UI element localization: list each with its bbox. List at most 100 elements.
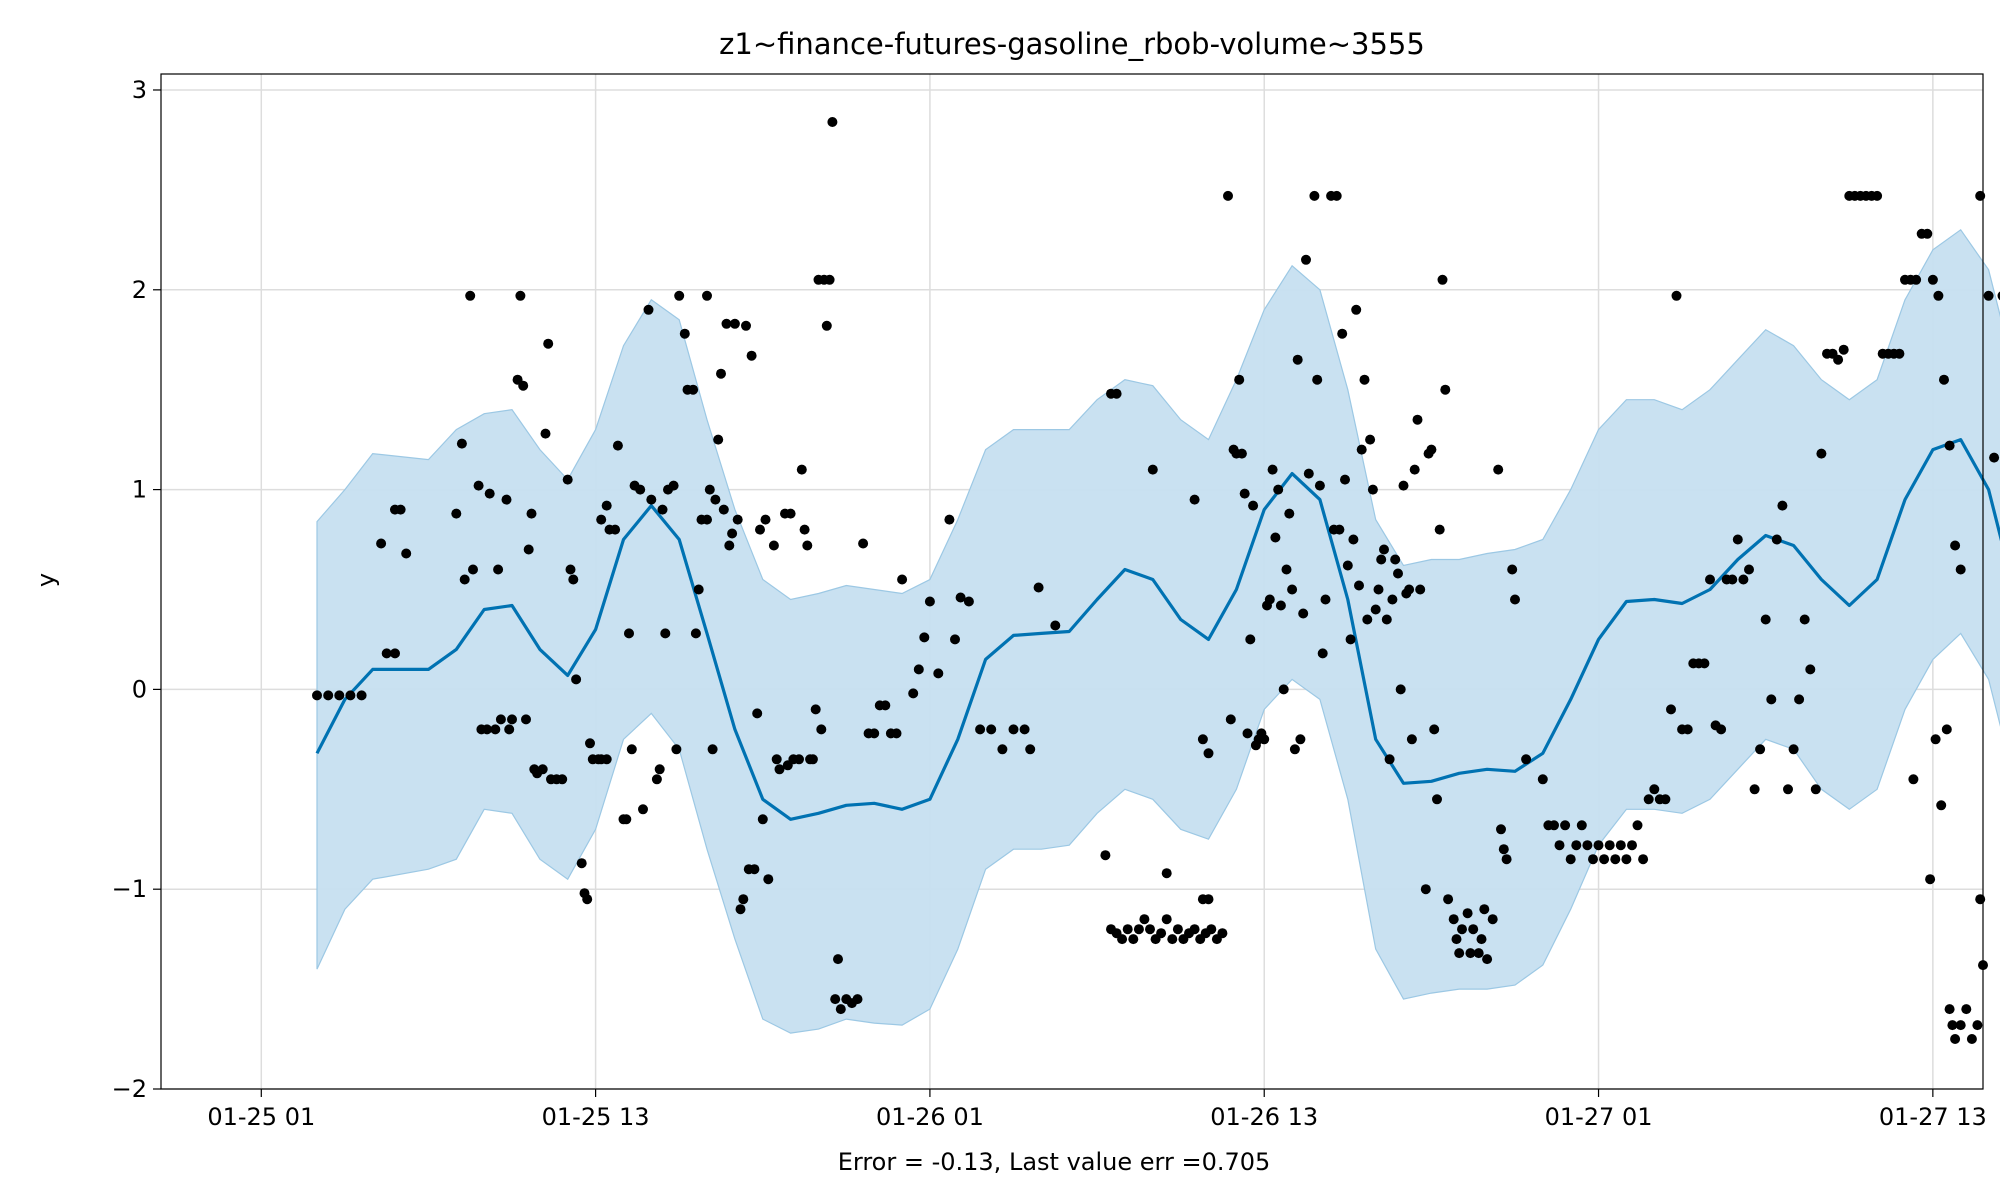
- observed-points: [312, 117, 2000, 1044]
- observed-point: [1025, 744, 1036, 755]
- observed-point: [794, 754, 804, 765]
- observed-point: [1270, 532, 1281, 543]
- plot-frame: [160, 73, 1984, 1090]
- observed-point: [1373, 584, 1384, 595]
- observed-point: [395, 504, 406, 515]
- observed-point: [1351, 304, 1362, 315]
- observed-point: [824, 274, 835, 285]
- observed-point: [1281, 564, 1292, 575]
- observed-point: [526, 508, 537, 519]
- observed-point: [515, 290, 526, 301]
- observed-point: [1225, 714, 1236, 725]
- observed-point: [704, 484, 715, 495]
- observed-point: [760, 514, 771, 525]
- observed-point: [1788, 744, 1799, 755]
- observed-point: [746, 350, 757, 361]
- observed-point: [1406, 734, 1417, 745]
- observed-point: [774, 764, 785, 775]
- y-axis-label: y: [32, 573, 60, 587]
- observed-point: [1473, 948, 1484, 959]
- observed-point: [1766, 694, 1777, 705]
- observed-point: [557, 774, 568, 785]
- x-axis-ticks: 01-25 01 01-25 13 01-26 01 01-26 13 01-27 01…: [207, 1089, 1987, 1131]
- observed-point: [1390, 554, 1401, 565]
- observed-point: [1705, 574, 1715, 585]
- observed-point: [1434, 524, 1445, 535]
- observed-point: [1367, 484, 1378, 495]
- observed-point: [897, 574, 908, 585]
- observed-point: [582, 894, 593, 905]
- observed-point: [1833, 354, 1844, 365]
- observed-point: [493, 564, 504, 575]
- observed-point: [869, 728, 880, 739]
- observed-point: [796, 464, 807, 475]
- observed-point: [562, 474, 573, 485]
- observed-point: [1771, 534, 1782, 545]
- observed-point: [1331, 190, 1342, 201]
- observed-point: [1507, 564, 1518, 575]
- observed-point: [1245, 634, 1256, 645]
- observed-point: [621, 814, 632, 825]
- observed-point: [1203, 894, 1214, 905]
- observed-point: [1139, 914, 1150, 925]
- observed-point: [1972, 1020, 1983, 1031]
- observed-point: [891, 728, 902, 739]
- observed-point: [1588, 854, 1598, 865]
- observed-point: [1565, 854, 1576, 865]
- observed-point: [356, 690, 367, 701]
- observed-point: [674, 290, 685, 301]
- observed-point: [576, 858, 587, 869]
- observed-point: [1955, 1020, 1966, 1031]
- observed-point: [657, 504, 668, 515]
- observed-point: [724, 540, 735, 551]
- observed-point: [473, 480, 484, 491]
- observed-point: [1983, 290, 1994, 301]
- observed-point: [1381, 614, 1392, 625]
- observed-point: [1451, 934, 1462, 945]
- observed-point: [1167, 934, 1178, 945]
- observed-point: [1927, 274, 1938, 285]
- observed-point: [1172, 924, 1183, 935]
- observed-point: [1966, 1034, 1977, 1044]
- observed-point: [1236, 448, 1247, 459]
- observed-point: [1604, 840, 1615, 851]
- observed-point: [1314, 480, 1325, 491]
- observed-point: [713, 434, 724, 445]
- observed-point: [490, 724, 501, 735]
- observed-point: [668, 480, 679, 491]
- observed-point: [1133, 924, 1144, 935]
- observed-point: [1197, 734, 1208, 745]
- observed-point: [468, 564, 478, 575]
- observed-point: [504, 724, 515, 735]
- observed-point: [1610, 854, 1621, 865]
- observed-point: [1234, 374, 1245, 385]
- observed-point: [1429, 724, 1440, 735]
- observed-point: [543, 338, 554, 349]
- y-tick-label: −2: [112, 1075, 147, 1103]
- observed-point: [716, 368, 726, 379]
- observed-point: [718, 504, 729, 515]
- observed-point: [858, 538, 869, 549]
- observed-point: [1738, 574, 1749, 585]
- observed-point: [1615, 840, 1626, 851]
- observed-point: [1649, 784, 1660, 795]
- observed-point: [1799, 614, 1810, 625]
- observed-point: [1387, 594, 1398, 605]
- observed-point: [1426, 444, 1437, 455]
- observed-point: [1267, 464, 1278, 475]
- observed-point: [1161, 868, 1172, 879]
- observed-point: [1510, 594, 1520, 605]
- observed-point: [1443, 894, 1454, 905]
- observed-point: [626, 744, 637, 755]
- observed-point: [785, 508, 796, 519]
- observed-point: [1223, 190, 1233, 201]
- observed-point: [1955, 564, 1966, 575]
- observed-point: [1117, 934, 1128, 945]
- observed-point: [1487, 914, 1498, 925]
- observed-point: [1838, 344, 1849, 355]
- observed-point: [1303, 468, 1314, 479]
- observed-point: [624, 628, 634, 639]
- observed-point: [1337, 328, 1348, 339]
- observed-point: [1872, 190, 1883, 201]
- observed-point: [646, 494, 657, 505]
